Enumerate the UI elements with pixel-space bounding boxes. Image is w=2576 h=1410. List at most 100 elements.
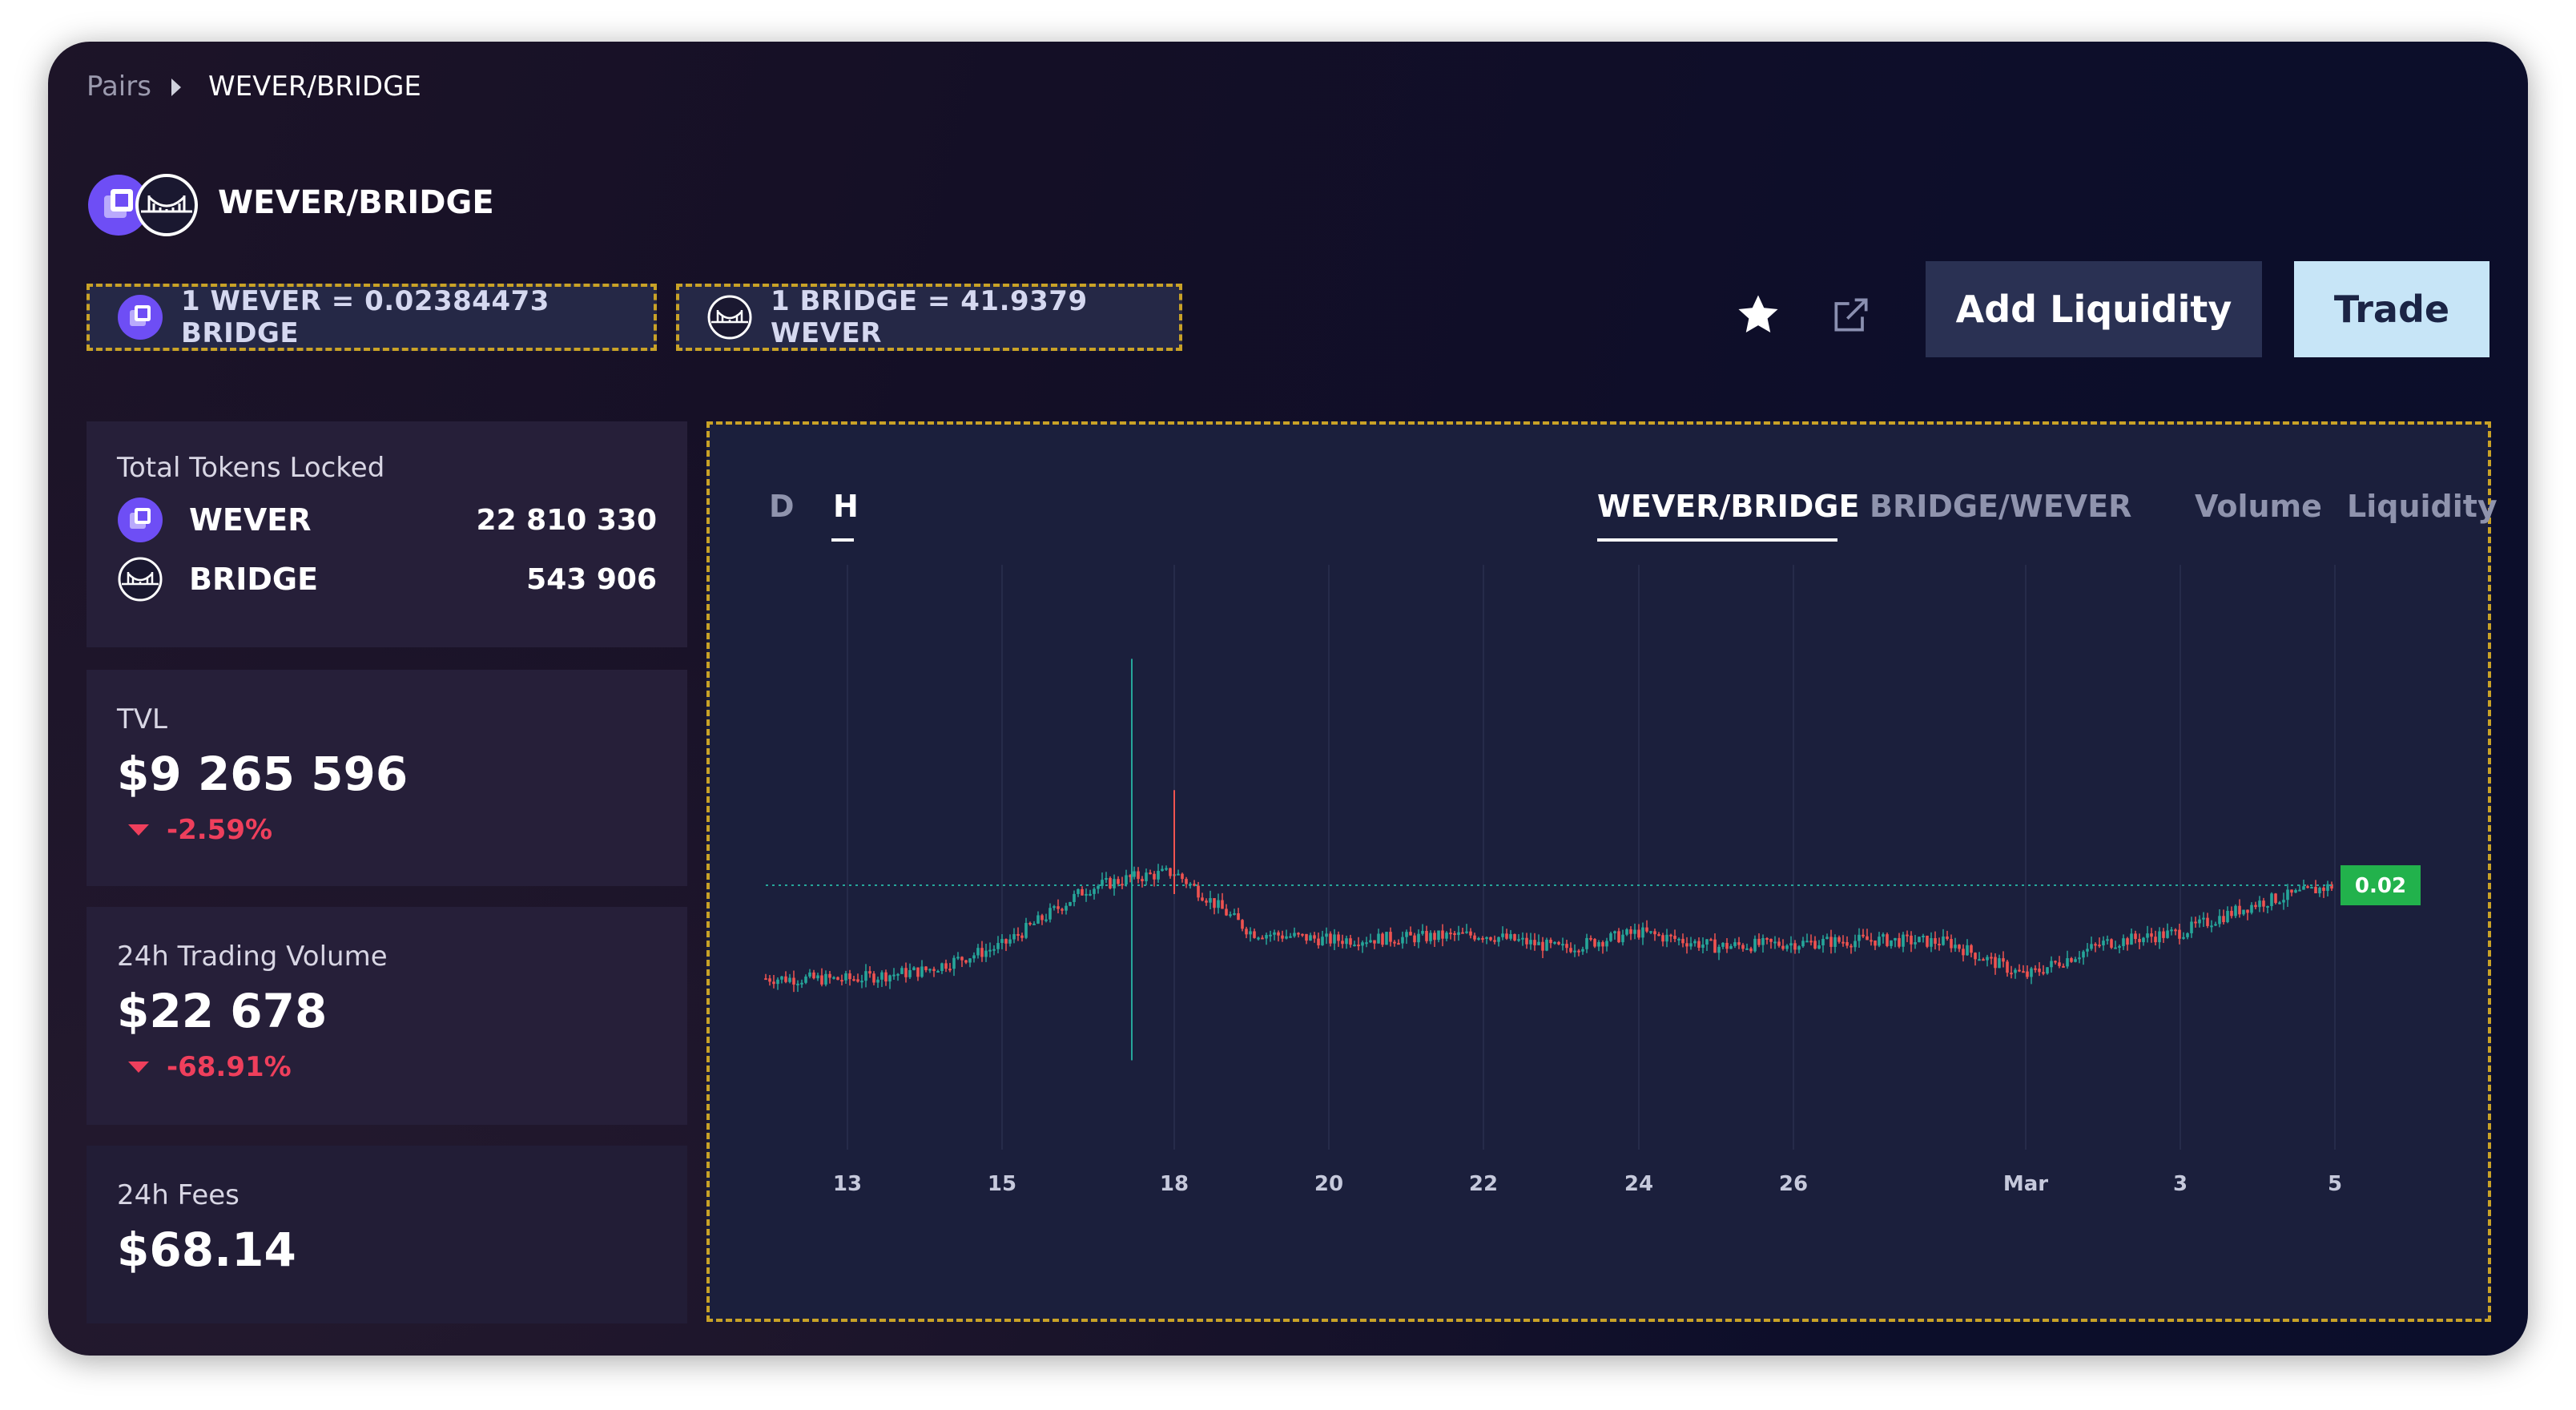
card-label: 24h Fees [117,1179,239,1211]
candle-body [1697,941,1701,948]
breadcrumb-pairs-link[interactable]: Pairs [87,70,151,103]
candle-body [1044,919,1048,921]
star-icon [1738,295,1778,332]
candle-body [1986,957,1989,961]
change-text: -2.59% [167,814,273,846]
candle-body [2198,919,2201,924]
candle-body [808,972,811,977]
candle-body [2270,893,2273,906]
candle-body [1637,929,1640,938]
candle-body [1249,931,1252,935]
candle-body [1505,933,1508,939]
candle-body [1998,958,2001,969]
favorite-button[interactable] [1722,279,1794,351]
bridge-token-icon [135,174,198,236]
candle-body [2158,931,2161,943]
token-name: WEVER [189,502,312,538]
candle-body [1529,940,1532,945]
candle-body [1769,938,1773,942]
tab-wever-bridge[interactable]: WEVER/BRIDGE [1597,489,1860,524]
candle-body [1962,949,1965,956]
candle-body [2114,947,2117,949]
candle-body [1589,937,1592,940]
candle-body [2142,937,2145,943]
price-chart[interactable]: 13 15 18 20 22 24 26 Mar 3 5 0.02 [710,425,2488,1319]
candle-body [1681,938,1684,944]
candle-body [1105,877,1108,880]
candle-body [2086,949,2089,952]
candle-body [880,972,883,980]
candle-body [1789,943,1793,946]
candle-body [1741,945,1745,949]
candle-body [1926,936,1929,947]
candle-body [1345,938,1348,945]
candle-body [1902,934,1905,947]
candle-body [1028,923,1032,925]
candle-body [1053,906,1056,908]
candle-body [1645,927,1648,932]
candle-body [1565,944,1568,949]
candle-body [2202,917,2205,920]
add-liquidity-button[interactable]: Add Liquidity [1926,261,2262,357]
candle-body [2222,916,2225,923]
candle-body [1401,937,1404,944]
candle-body [1073,893,1076,902]
candle-body [2274,893,2277,904]
candle-body [1285,936,1288,939]
candle-body [1841,941,1845,944]
candle-body [1649,931,1652,933]
candle-body [920,966,924,977]
candle-body [784,976,787,982]
candle-body [1777,941,1781,946]
candle-body [996,943,1000,949]
candle-body [1729,945,1733,949]
candle-body [780,976,783,980]
tab-timeframe-hour[interactable]: H [833,489,859,524]
pair-title: WEVER/BRIDGE [218,184,494,221]
candle-body [1525,937,1528,945]
candle-body [1573,950,1576,953]
candle-body [1541,941,1544,951]
candle-body [980,948,984,957]
candle-body [864,971,867,981]
candle-body [1185,879,1188,884]
candle-body [1133,871,1136,877]
candle-body [1821,938,1825,946]
candle-body [1669,934,1672,937]
tab-volume[interactable]: Volume [2195,489,2322,524]
candle-body [856,979,859,982]
candle-body [1693,941,1697,944]
candle-body [764,978,767,981]
tab-bridge-wever[interactable]: BRIDGE/WEVER [1870,489,2132,524]
rate-text-wever: 1 WEVER = 0.02384473 BRIDGE [181,285,549,349]
tab-liquidity[interactable]: Liquidity [2347,489,2498,524]
candle-body [992,949,996,951]
candle-body [1157,871,1160,880]
candle-body [2218,916,2221,925]
candle-body [1040,915,1044,921]
candle-body [2098,945,2101,947]
candle-body [1109,877,1112,888]
candle-body [1253,931,1256,938]
candle-body [1934,938,1937,945]
candle-body [2110,939,2113,948]
candle-body [1749,948,1753,952]
candle-body [944,963,948,969]
candle-body [1609,933,1612,941]
external-link-button[interactable] [1815,279,1887,351]
candle-body [912,967,916,970]
candle-body [2174,929,2177,932]
candle-body [868,971,871,974]
candle-body [1761,938,1765,945]
trade-button[interactable]: Trade [2294,261,2489,357]
candle-body [1329,933,1332,944]
candle-body [2306,886,2309,888]
tab-timeframe-day[interactable]: D [769,489,795,524]
candle-body [1898,937,1901,947]
candle-body [2282,900,2285,903]
candle-body [1858,934,1861,941]
total-tokens-locked-card: Total Tokens Locked WEVER 22 810 330 BRI… [87,421,687,647]
candle-body [1065,905,1068,911]
change-text: -68.91% [167,1051,292,1083]
candle-body [1982,959,1985,961]
